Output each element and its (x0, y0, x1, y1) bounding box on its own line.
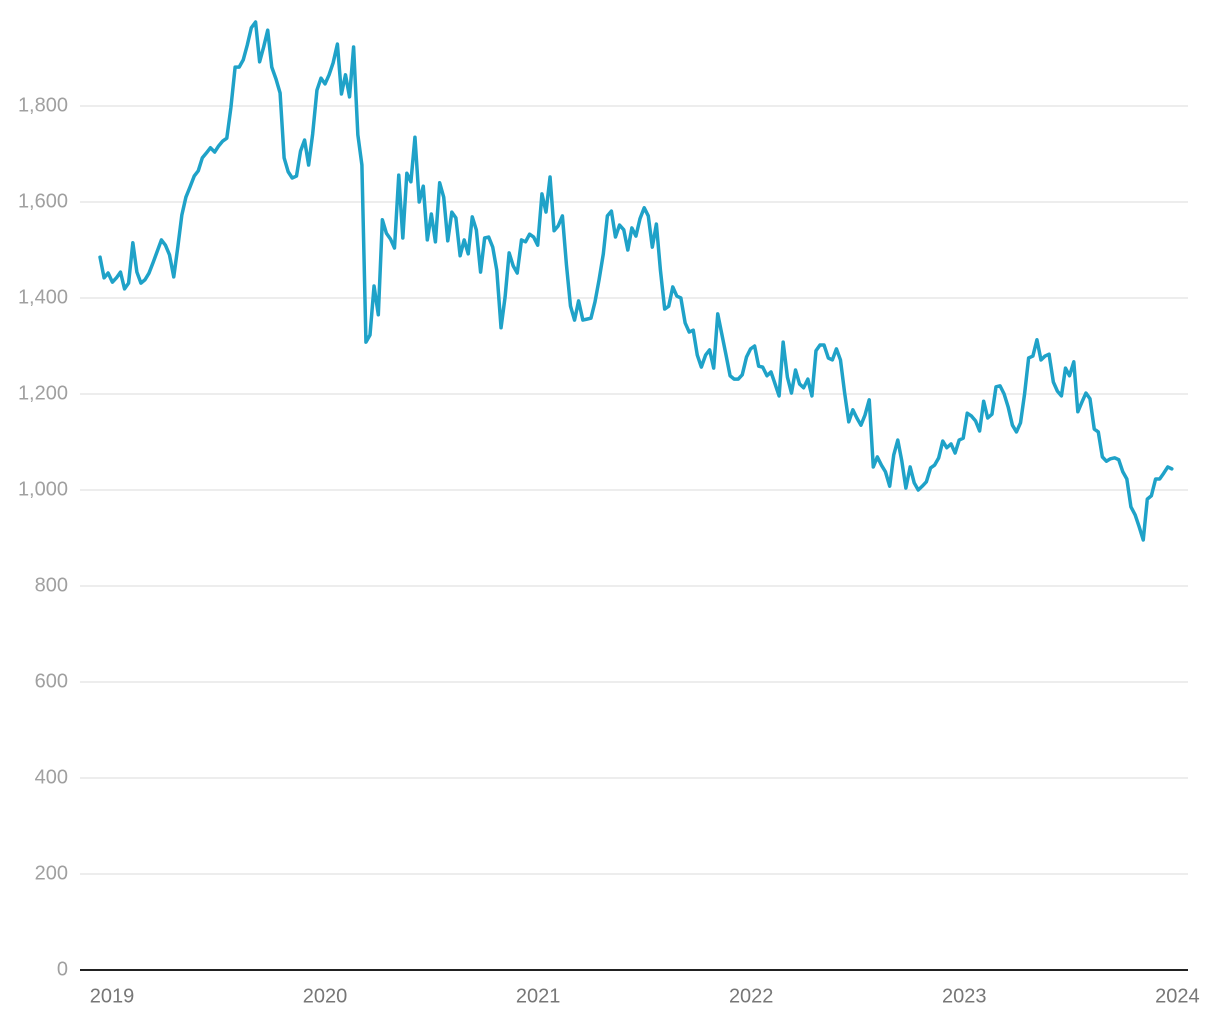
y-tick-label: 1,400 (18, 286, 68, 308)
x-tick-label: 2019 (90, 985, 135, 1007)
y-tick-label: 1,800 (18, 94, 68, 116)
y-tick-label: 400 (35, 766, 68, 788)
x-tick-label: 2024 (1155, 985, 1200, 1007)
x-tick-label: 2021 (516, 985, 561, 1007)
y-tick-label: 1,200 (18, 382, 68, 404)
x-tick-label: 2020 (303, 985, 348, 1007)
x-tick-label: 2022 (729, 985, 774, 1007)
y-tick-label: 800 (35, 574, 68, 596)
price-line (98, 20, 1174, 542)
y-tick-label: 1,000 (18, 478, 68, 500)
x-tick-label: 2023 (942, 985, 987, 1007)
y-tick-label: 1,600 (18, 190, 68, 212)
y-tick-label: 200 (35, 862, 68, 884)
y-tick-label: 0 (57, 958, 68, 980)
y-tick-label: 600 (35, 670, 68, 692)
